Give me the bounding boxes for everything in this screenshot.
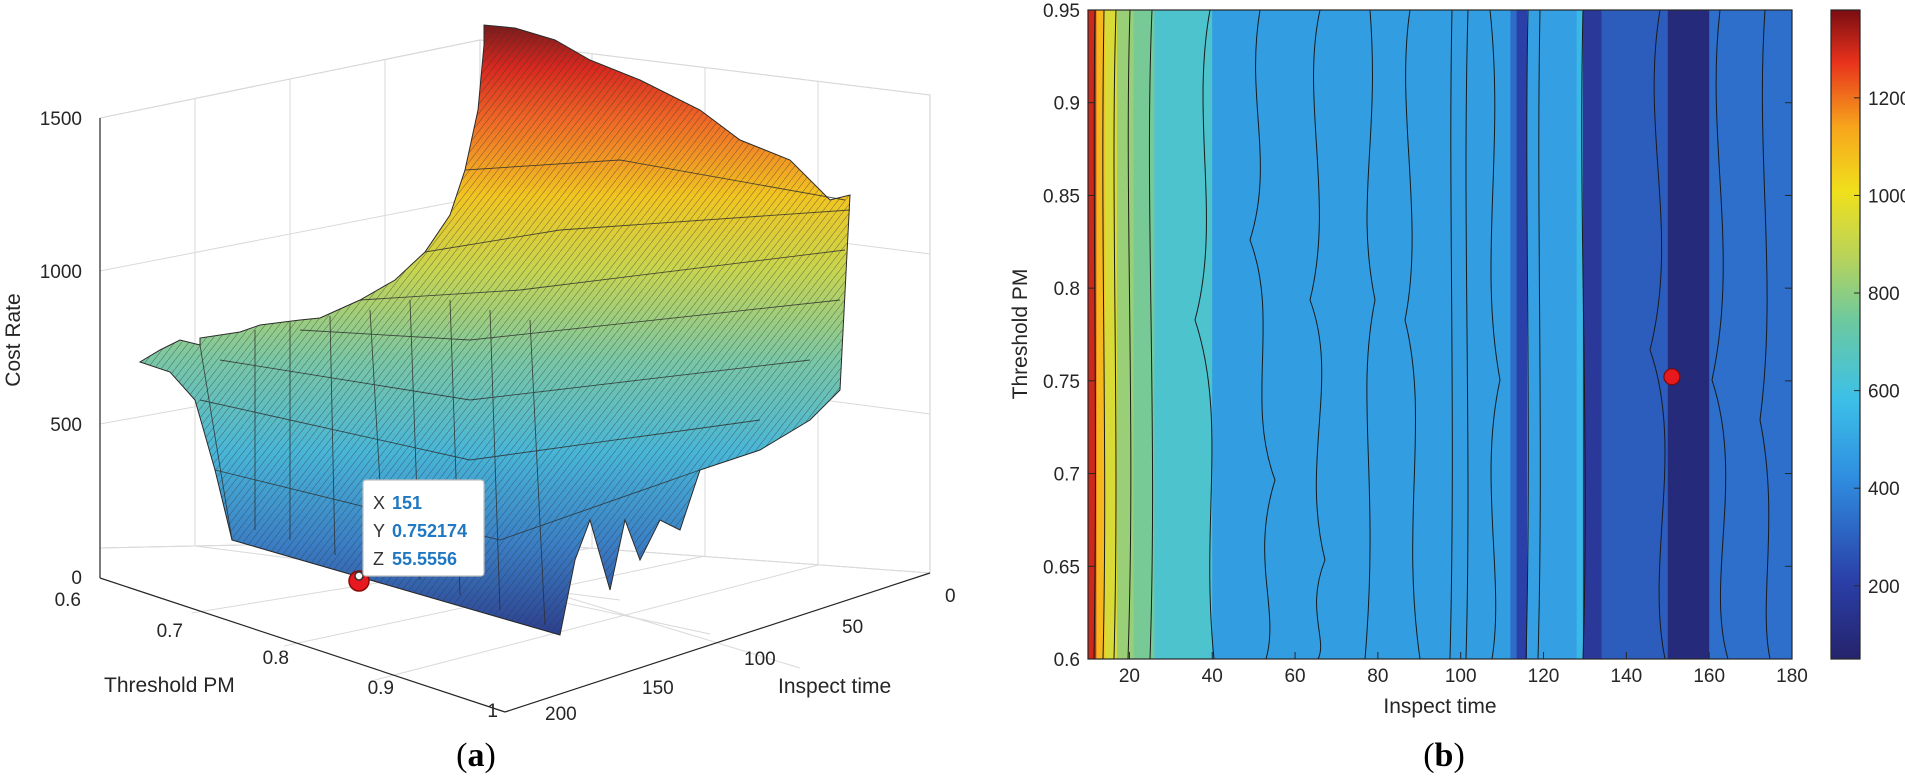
axes-frame-b xyxy=(1087,9,1793,660)
panel-label-b: (b) xyxy=(1423,737,1465,774)
z-tick: 1500 xyxy=(40,109,82,130)
contour-band xyxy=(1527,10,1578,659)
y-tick-label: 0.65 xyxy=(1043,557,1080,578)
x-tick-label: 100 xyxy=(1445,666,1477,687)
x-tick-label: 80 xyxy=(1367,666,1388,687)
y-tick: 1 xyxy=(487,701,498,722)
y-axis-label: Threshold PM xyxy=(104,674,235,697)
x-tick-label: 120 xyxy=(1528,666,1560,687)
contour-band xyxy=(1576,10,1584,659)
y-tick-label: 0.7 xyxy=(1054,465,1080,486)
colorbar-tick-label: 200 xyxy=(1868,577,1900,598)
y-tick: 0.8 xyxy=(263,648,289,669)
contour-band xyxy=(1516,10,1528,659)
x-tick: 50 xyxy=(842,617,863,638)
z-axis: 1500 1000 500 0 Cost Rate xyxy=(2,109,101,589)
colorbar-gradient xyxy=(1830,9,1861,660)
x-tick: 100 xyxy=(744,649,776,670)
datatip-x-value: 151 xyxy=(392,493,422,513)
x-tick-label: 40 xyxy=(1202,666,1223,687)
datatip-x-label: X xyxy=(373,493,385,513)
contour-band xyxy=(1117,10,1135,659)
y-axis-threshold: 0.6 0.7 0.8 0.9 1 Threshold PM xyxy=(55,577,506,722)
svg-text:(b): (b) xyxy=(1423,737,1465,774)
contour-band xyxy=(1088,10,1097,659)
colorbar: 200 400 600 800 1000 1200 xyxy=(1830,9,1905,660)
x-tick-label: 20 xyxy=(1119,666,1140,687)
datatip-z-label: Z xyxy=(373,549,384,569)
x-tick: 150 xyxy=(642,678,674,699)
z-tick: 500 xyxy=(50,415,82,436)
colorbar-tick-label: 400 xyxy=(1868,479,1900,500)
svg-text:(a): (a) xyxy=(456,737,496,774)
contour-band xyxy=(1582,10,1603,659)
datatip[interactable]: X 151 Y 0.752174 Z 55.5556 xyxy=(362,479,485,577)
datatip-z-value: 55.5556 xyxy=(392,549,457,569)
y-tick-label: 0.6 xyxy=(1054,650,1080,671)
surface-plot-a: X 151 Y 0.752174 Z 55.5556 1500 1000 500… xyxy=(2,24,956,774)
y-axis-label-b: Threshold PM xyxy=(1009,269,1032,400)
contour-band xyxy=(1601,10,1669,659)
colorbar-tick-label: 1000 xyxy=(1868,186,1905,207)
y-tick: 0.7 xyxy=(157,621,183,642)
optimum-marker-b[interactable] xyxy=(1663,368,1681,386)
contour-plot-b: 20 40 60 80 100 120 140 160 180 0.60.650.70.750.… xyxy=(1009,1,1905,774)
z-axis-label: Cost Rate xyxy=(2,293,25,386)
x-ticks-b: 20 40 60 80 100 120 140 160 180 xyxy=(1119,652,1808,687)
contour-band xyxy=(1096,10,1106,659)
contour-bands xyxy=(1088,10,1792,659)
colorbar-tick-label: 800 xyxy=(1868,284,1900,305)
y-tick-label: 0.75 xyxy=(1043,372,1080,393)
y-tick-label: 0.8 xyxy=(1054,279,1080,300)
x-tick-label: 60 xyxy=(1284,666,1305,687)
datatip-y-label: Y xyxy=(373,521,385,541)
colorbar-ticks: 200 400 600 800 1000 1200 xyxy=(1854,89,1905,598)
y-ticks-b: 0.6 0.65 0.7 0.75 0.8 0.85 0.9 0.95 xyxy=(1043,1,1792,671)
y-tick-label: 0.85 xyxy=(1043,186,1080,207)
x-tick-label: 180 xyxy=(1776,666,1808,687)
x-axis-label: Inspect time xyxy=(778,675,891,698)
contour-band xyxy=(1154,10,1213,659)
x-tick-label: 140 xyxy=(1611,666,1643,687)
z-tick: 0 xyxy=(71,568,82,589)
panel-label-a: (a) xyxy=(456,737,496,774)
y-tick: 0.6 xyxy=(55,590,81,611)
contour-band xyxy=(1212,10,1511,659)
datatip-y-value: 0.752174 xyxy=(392,521,467,541)
x-tick: 200 xyxy=(545,704,577,725)
x-tick: 0 xyxy=(945,586,956,607)
y-tick-label: 0.9 xyxy=(1054,94,1080,115)
contour-band xyxy=(1709,10,1792,659)
cost-surface xyxy=(138,24,851,636)
y-tick-label: 0.95 xyxy=(1043,1,1080,22)
contour-band xyxy=(1510,10,1518,659)
y-tick: 0.9 xyxy=(368,678,394,699)
colorbar-tick-label: 1200 xyxy=(1868,89,1905,110)
contour-band xyxy=(1667,10,1710,659)
z-tick: 1000 xyxy=(40,262,82,283)
x-axis-label-b: Inspect time xyxy=(1383,695,1496,718)
colorbar-tick-label: 600 xyxy=(1868,382,1900,403)
x-axis-inspect-time: 0 50 100 150 200 Inspect time xyxy=(504,572,956,725)
x-tick-label: 160 xyxy=(1693,666,1725,687)
contour-lines xyxy=(1093,10,1771,659)
